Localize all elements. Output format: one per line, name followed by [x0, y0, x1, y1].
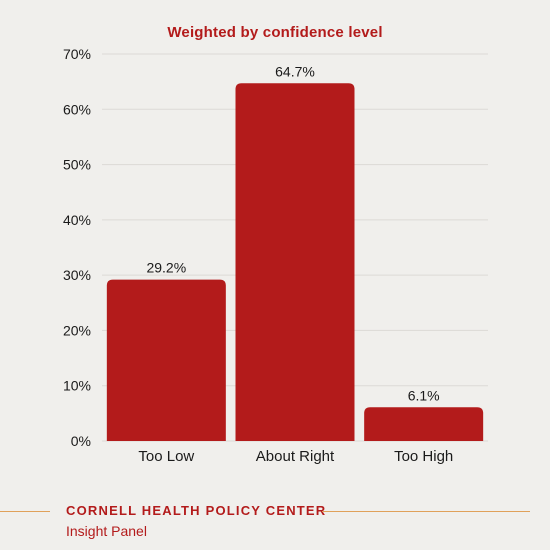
- footer-organization: CORNELL HEALTH POLICY CENTER: [66, 503, 327, 518]
- bar: [235, 83, 355, 442]
- y-tick-label: 20%: [63, 322, 91, 338]
- x-category-label: About Right: [256, 448, 335, 465]
- y-tick-label: 50%: [63, 157, 91, 173]
- data-label: 64.7%: [275, 63, 315, 79]
- bar: [106, 279, 226, 441]
- y-tick-label: 60%: [63, 101, 91, 117]
- footer-rule-left: [0, 511, 50, 512]
- bar: [364, 407, 484, 441]
- data-label: 6.1%: [408, 387, 440, 403]
- y-tick-label: 0%: [71, 433, 91, 449]
- y-tick-label: 70%: [63, 46, 91, 62]
- y-tick-label: 30%: [63, 267, 91, 283]
- x-category-label: Too High: [394, 448, 453, 465]
- bar-chart: 0% 10% 20% 30% 40% 50% 60% 70% 29.2% Too Low 64.7%…: [63, 46, 488, 465]
- data-label: 29.2%: [146, 260, 186, 276]
- chart-title: Weighted by confidence level: [167, 24, 383, 41]
- y-tick-label: 40%: [63, 212, 91, 228]
- y-tick-label: 10%: [63, 378, 91, 394]
- footer-subtitle: Insight Panel: [66, 523, 147, 539]
- footer-rule-right: [322, 511, 530, 512]
- x-category-label: Too Low: [138, 448, 194, 465]
